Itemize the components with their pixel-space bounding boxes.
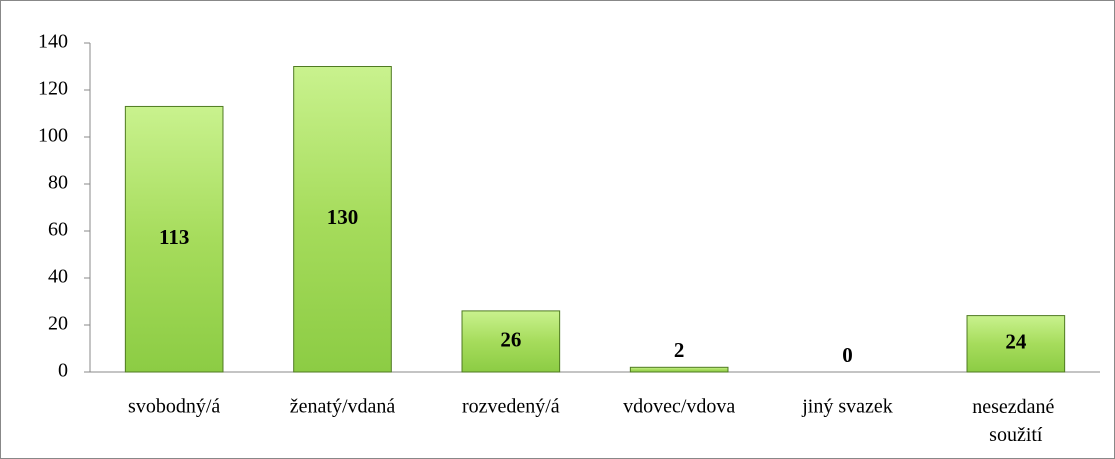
data-label: 130 — [327, 205, 359, 229]
y-tick-label: 100 — [38, 125, 68, 147]
bar — [966, 315, 1066, 373]
bar — [629, 366, 729, 373]
data-label: 2 — [674, 338, 685, 362]
x-tick-label: ženatý/vdaná — [290, 396, 396, 418]
bar — [293, 66, 392, 373]
x-tick-label: nesezdané soužití — [972, 396, 1059, 446]
y-tick-label: 120 — [38, 78, 68, 100]
x-tick-label: jiný svazek — [801, 396, 893, 418]
y-tick-label: 0 — [58, 360, 68, 382]
y-tick-label: 40 — [48, 266, 68, 288]
y-tick-label: 80 — [48, 172, 68, 194]
data-label: 0 — [842, 343, 853, 367]
bar — [461, 310, 561, 373]
y-tick-label: 140 — [38, 31, 68, 53]
y-tick-label: 60 — [48, 219, 68, 241]
y-tick-label: 20 — [48, 313, 68, 335]
bar — [124, 105, 224, 373]
data-label: 26 — [500, 327, 521, 351]
data-label: 113 — [159, 225, 189, 249]
x-tick-label: vdovec/vdova — [623, 396, 735, 418]
data-label: 24 — [1005, 330, 1027, 354]
x-tick-label: rozvedený/á — [462, 396, 560, 418]
x-tick-label: svobodný/á — [128, 396, 220, 418]
